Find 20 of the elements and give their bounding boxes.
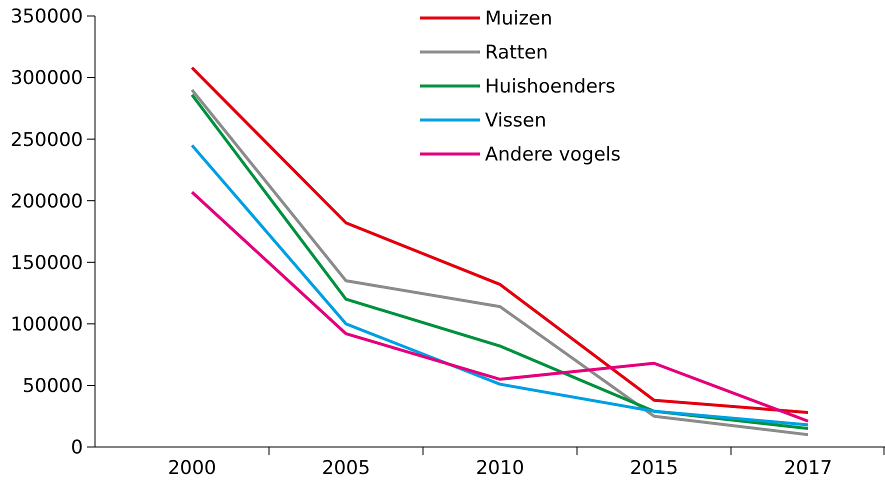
legend-label: Ratten bbox=[485, 42, 548, 64]
y-tick-label: 0 bbox=[70, 436, 83, 459]
x-tick-label: 2010 bbox=[476, 457, 524, 479]
y-tick-label: 250000 bbox=[10, 128, 83, 151]
y-tick-label: 100000 bbox=[10, 314, 83, 336]
x-tick-label: 2017 bbox=[784, 457, 832, 479]
legend-label: Muizen bbox=[485, 8, 552, 30]
x-tick-label: 2015 bbox=[630, 457, 678, 479]
x-tick-label: 2000 bbox=[168, 457, 216, 479]
y-tick-label: 350000 bbox=[10, 6, 83, 28]
y-tick-label: 150000 bbox=[10, 252, 83, 274]
line-series bbox=[190, 190, 810, 423]
y-tick-label: 200000 bbox=[10, 190, 83, 212]
x-tick-label: 2005 bbox=[322, 457, 370, 479]
legend-label: Vissen bbox=[485, 110, 546, 132]
line-series bbox=[190, 144, 810, 426]
legend-label: Andere vogels bbox=[485, 144, 621, 166]
y-tick-label: 50000 bbox=[22, 375, 83, 398]
legend-label: Huishoenders bbox=[485, 76, 616, 98]
y-tick-label: 300000 bbox=[10, 67, 83, 90]
